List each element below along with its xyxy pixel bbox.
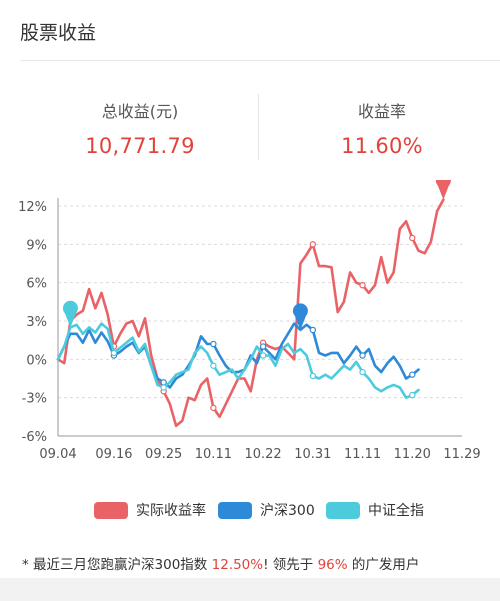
legend-item-actual[interactable]: 实际收益率 (94, 498, 206, 522)
x-tick-label: 10.11 (195, 447, 232, 462)
data-point (409, 391, 416, 399)
data-point (409, 234, 416, 242)
footnote-suffix: 的广发用户 (347, 557, 420, 573)
series-line-1 (56, 322, 420, 389)
footnote: * 最近三月您跑赢沪深300指数 12.50%! 领先于 96% 的广发用户 (22, 553, 419, 573)
data-point (359, 368, 366, 376)
stat-divider (258, 94, 259, 160)
data-point (210, 362, 217, 369)
legend-label-csi-all: 中证全指 (368, 503, 424, 519)
series-line-2 (56, 322, 420, 399)
y-tick-label: 0% (26, 353, 47, 368)
returns-line-chart: 12% 9% 6% 3% 0% -3% -6% 09.04 09.16 09.25 10.11 10.… (18, 180, 481, 462)
footnote-beat-pct: 12.50% (211, 557, 264, 573)
series-line-0 (56, 198, 445, 428)
data-point (409, 371, 416, 378)
data-point (210, 340, 217, 348)
footnote-middle: ! 领先于 (263, 557, 318, 573)
x-tick-label: 11.11 (344, 447, 381, 462)
data-point (210, 404, 217, 412)
pin-marker (435, 180, 451, 200)
y-tick-label: 6% (26, 277, 47, 292)
total-profit-stat: 总收益(元) 10,771.79 (20, 98, 260, 158)
footnote-lead-pct: 96% (317, 557, 348, 573)
y-tick-label: 9% (26, 238, 47, 253)
bottom-strip (0, 578, 500, 601)
legend-item-csi-all[interactable]: 中证全指 (326, 498, 424, 522)
legend-swatch-hs300 (218, 501, 252, 519)
data-point (359, 352, 366, 359)
data-point (309, 326, 317, 334)
y-tick-label: -6% (22, 430, 47, 445)
y-tick-label: -3% (22, 392, 47, 407)
data-point (160, 379, 167, 386)
total-profit-label: 总收益(元) (101, 102, 179, 121)
total-profit-value: 10,771.79 (85, 134, 195, 158)
data-point (359, 282, 366, 289)
header-divider (20, 60, 500, 61)
legend-item-hs300[interactable]: 沪深300 (218, 498, 315, 522)
chart-legend: 实际收益率 沪深300 中证全指 (0, 498, 500, 522)
x-tick-label: 11.20 (394, 447, 431, 462)
data-point (110, 349, 118, 357)
y-tick-label: 3% (26, 315, 47, 330)
legend-swatch-csi-all (326, 501, 360, 519)
footnote-prefix: * 最近三月您跑赢沪深300指数 (22, 557, 212, 573)
data-point (259, 343, 267, 350)
x-tick-label: 09.25 (145, 447, 182, 462)
y-tick-label: 12% (18, 200, 47, 215)
data-point (160, 384, 167, 391)
data-point (309, 372, 317, 380)
data-point (259, 352, 267, 359)
x-tick-label: 10.22 (244, 447, 281, 462)
x-tick-label: 11.29 (443, 447, 480, 462)
data-point (309, 241, 317, 248)
return-rate-stat: 收益率 11.60% (262, 98, 500, 158)
x-tick-label: 09.16 (95, 447, 132, 462)
return-rate-value: 11.60% (341, 134, 423, 158)
page-title: 股票收益 (20, 22, 97, 44)
legend-label-hs300: 沪深300 (260, 503, 315, 519)
return-rate-label: 收益率 (357, 102, 406, 121)
pin-marker (292, 303, 308, 330)
legend-swatch-actual (94, 501, 128, 519)
pin-marker (62, 300, 78, 328)
x-tick-label: 09.04 (39, 447, 76, 462)
legend-label-actual: 实际收益率 (136, 503, 206, 519)
x-tick-label: 10.31 (294, 447, 331, 462)
